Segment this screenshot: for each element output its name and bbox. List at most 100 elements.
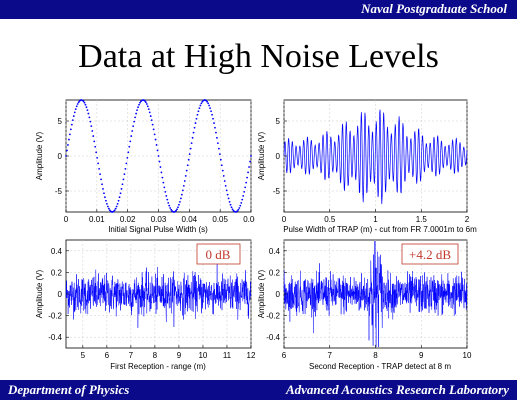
data-point bbox=[124, 167, 127, 170]
data-point bbox=[178, 203, 180, 206]
y-axis-label: Amplitude (V) bbox=[257, 131, 266, 180]
data-point bbox=[114, 207, 117, 210]
data-point bbox=[104, 196, 106, 199]
y-tick-label: -5 bbox=[273, 187, 281, 196]
data-point bbox=[188, 153, 191, 156]
y-tick-label: -0.2 bbox=[48, 312, 62, 321]
x-tick-label: 6 bbox=[282, 351, 287, 360]
data-point bbox=[239, 204, 242, 207]
chart-trap-pulse: 0 0.5 1 1.5 2 5 0 -5 Amplitude (V) Pulse Width … bbox=[257, 99, 477, 234]
y-tick-label: 5 bbox=[58, 117, 63, 126]
data-point bbox=[217, 147, 220, 150]
data-point bbox=[200, 102, 203, 105]
x-tick-label: 8 bbox=[373, 351, 378, 360]
data-point bbox=[139, 101, 141, 104]
x-tick-label: 8 bbox=[153, 351, 158, 360]
data-point bbox=[82, 100, 85, 103]
data-point bbox=[166, 198, 169, 201]
institution-name: Naval Postgraduate School bbox=[361, 1, 507, 16]
data-point bbox=[92, 135, 95, 137]
data-point bbox=[222, 175, 225, 177]
data-point bbox=[162, 181, 165, 184]
data-point bbox=[155, 144, 158, 146]
data-point bbox=[122, 178, 125, 181]
data-point bbox=[143, 100, 146, 102]
data-point bbox=[206, 100, 209, 103]
data-point bbox=[242, 195, 245, 197]
data-point bbox=[213, 122, 215, 124]
data-point bbox=[192, 131, 195, 134]
data-point bbox=[151, 123, 154, 126]
data-point bbox=[123, 173, 126, 176]
data-point bbox=[198, 107, 201, 110]
data-point bbox=[161, 176, 164, 179]
y-tick-label: -0.2 bbox=[266, 312, 280, 321]
series-line bbox=[283, 109, 468, 205]
data-point bbox=[83, 101, 86, 104]
y-tick-label: -0.4 bbox=[48, 333, 62, 342]
data-point bbox=[133, 120, 136, 123]
annotation-text: 0 dB bbox=[206, 247, 231, 262]
y-tick-label: 5 bbox=[276, 117, 281, 126]
data-point bbox=[99, 173, 101, 176]
data-point bbox=[137, 106, 139, 109]
data-point bbox=[225, 189, 228, 192]
data-point bbox=[195, 117, 198, 120]
chart-initial-signal: 0 0.01 0.02 0.03 0.04 0.05 0.06 5 0 -5 Amplitude … bbox=[35, 99, 255, 234]
data-point bbox=[248, 166, 250, 168]
data-point bbox=[86, 109, 89, 112]
y-tick-label: 0 bbox=[276, 290, 281, 299]
data-point bbox=[68, 138, 70, 141]
data-point bbox=[66, 149, 68, 152]
data-point bbox=[215, 131, 217, 134]
data-point bbox=[117, 199, 120, 202]
data-point bbox=[100, 178, 102, 181]
data-point bbox=[77, 101, 80, 104]
data-point bbox=[147, 108, 150, 111]
data-point bbox=[88, 116, 91, 119]
data-point bbox=[211, 113, 213, 116]
footer-department: Department of Physics bbox=[8, 382, 130, 397]
data-point bbox=[199, 104, 202, 107]
data-point bbox=[144, 101, 147, 104]
y-axis-label: Amplitude (V) bbox=[35, 131, 44, 180]
data-point bbox=[227, 197, 230, 200]
y-tick-label: 0.4 bbox=[51, 247, 63, 256]
data-point bbox=[102, 188, 104, 190]
data-point bbox=[154, 138, 157, 141]
data-point bbox=[153, 133, 156, 136]
data-point bbox=[89, 120, 92, 123]
data-point bbox=[177, 206, 179, 209]
data-point bbox=[90, 125, 93, 128]
data-point bbox=[241, 198, 244, 201]
data-point bbox=[184, 175, 187, 177]
data-point bbox=[220, 164, 223, 167]
slide-title: Data at High Noise Levels bbox=[78, 38, 439, 75]
x-axis-label: Pulse Width of TRAP (m) - cut from FR 7.… bbox=[283, 225, 477, 234]
data-point bbox=[96, 156, 99, 159]
data-point bbox=[85, 106, 88, 109]
data-point bbox=[105, 202, 108, 205]
x-axis-label: Second Reception - TRAP detect at 8 m bbox=[309, 362, 451, 371]
data-point bbox=[179, 197, 182, 200]
data-point bbox=[216, 142, 219, 145]
data-point bbox=[149, 115, 152, 117]
data-point bbox=[219, 158, 222, 161]
data-point bbox=[67, 144, 69, 146]
x-axis-label: Initial Signal Pulse Width (s) bbox=[108, 225, 208, 234]
data-point bbox=[214, 126, 216, 129]
data-point bbox=[156, 149, 159, 152]
data-point bbox=[194, 122, 197, 124]
data-point bbox=[138, 103, 140, 106]
data-point bbox=[180, 193, 183, 196]
data-point bbox=[221, 169, 224, 172]
data-point bbox=[119, 192, 122, 195]
x-tick-label: 5 bbox=[81, 351, 86, 360]
data-point bbox=[105, 199, 107, 202]
data-point bbox=[183, 180, 186, 182]
y-tick-label: 0 bbox=[58, 290, 63, 299]
x-tick-label: 0 bbox=[64, 215, 69, 224]
series-line bbox=[65, 262, 252, 328]
series-line bbox=[283, 241, 468, 347]
y-tick-label: 0 bbox=[58, 152, 63, 161]
